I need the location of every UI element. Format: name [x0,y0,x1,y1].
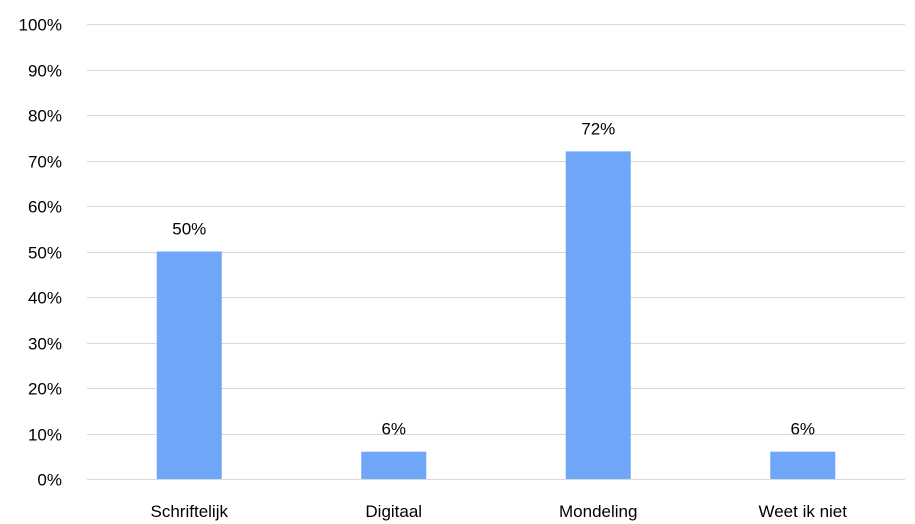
y-tick-label: 100% [19,16,62,35]
y-tick-label: 30% [28,335,62,354]
x-axis-category-labels: Schriftelijk Digitaal Mondeling Weet ik nie… [151,502,848,521]
x-category-label: Mondeling [559,502,637,521]
bars [156,151,836,479]
gridlines [87,24,905,480]
data-label: 72% [581,119,615,138]
x-category-label: Schriftelijk [151,502,229,521]
data-label: 6% [381,420,406,439]
y-tick-label: 0% [37,471,62,490]
y-tick-label: 70% [28,153,62,172]
y-tick-label: 20% [28,380,62,399]
y-tick-label: 90% [28,62,62,81]
x-category-label: Digitaal [365,502,422,521]
data-label: 6% [790,420,815,439]
y-tick-label: 60% [28,198,62,217]
y-axis-tick-labels: 0% 10% 20% 30% 40% 50% 60% 70% 80% 90% 100% [19,16,62,490]
y-tick-label: 80% [28,107,62,126]
bar [361,451,427,479]
bar [156,251,222,479]
y-tick-label: 40% [28,289,62,308]
bar [565,151,631,479]
x-category-label: Weet ik niet [758,502,847,521]
data-label: 50% [172,220,206,239]
data-labels: 50% 6% 72% 6% [172,119,815,438]
bar [770,451,836,479]
y-tick-label: 10% [28,426,62,445]
y-tick-label: 50% [28,244,62,263]
